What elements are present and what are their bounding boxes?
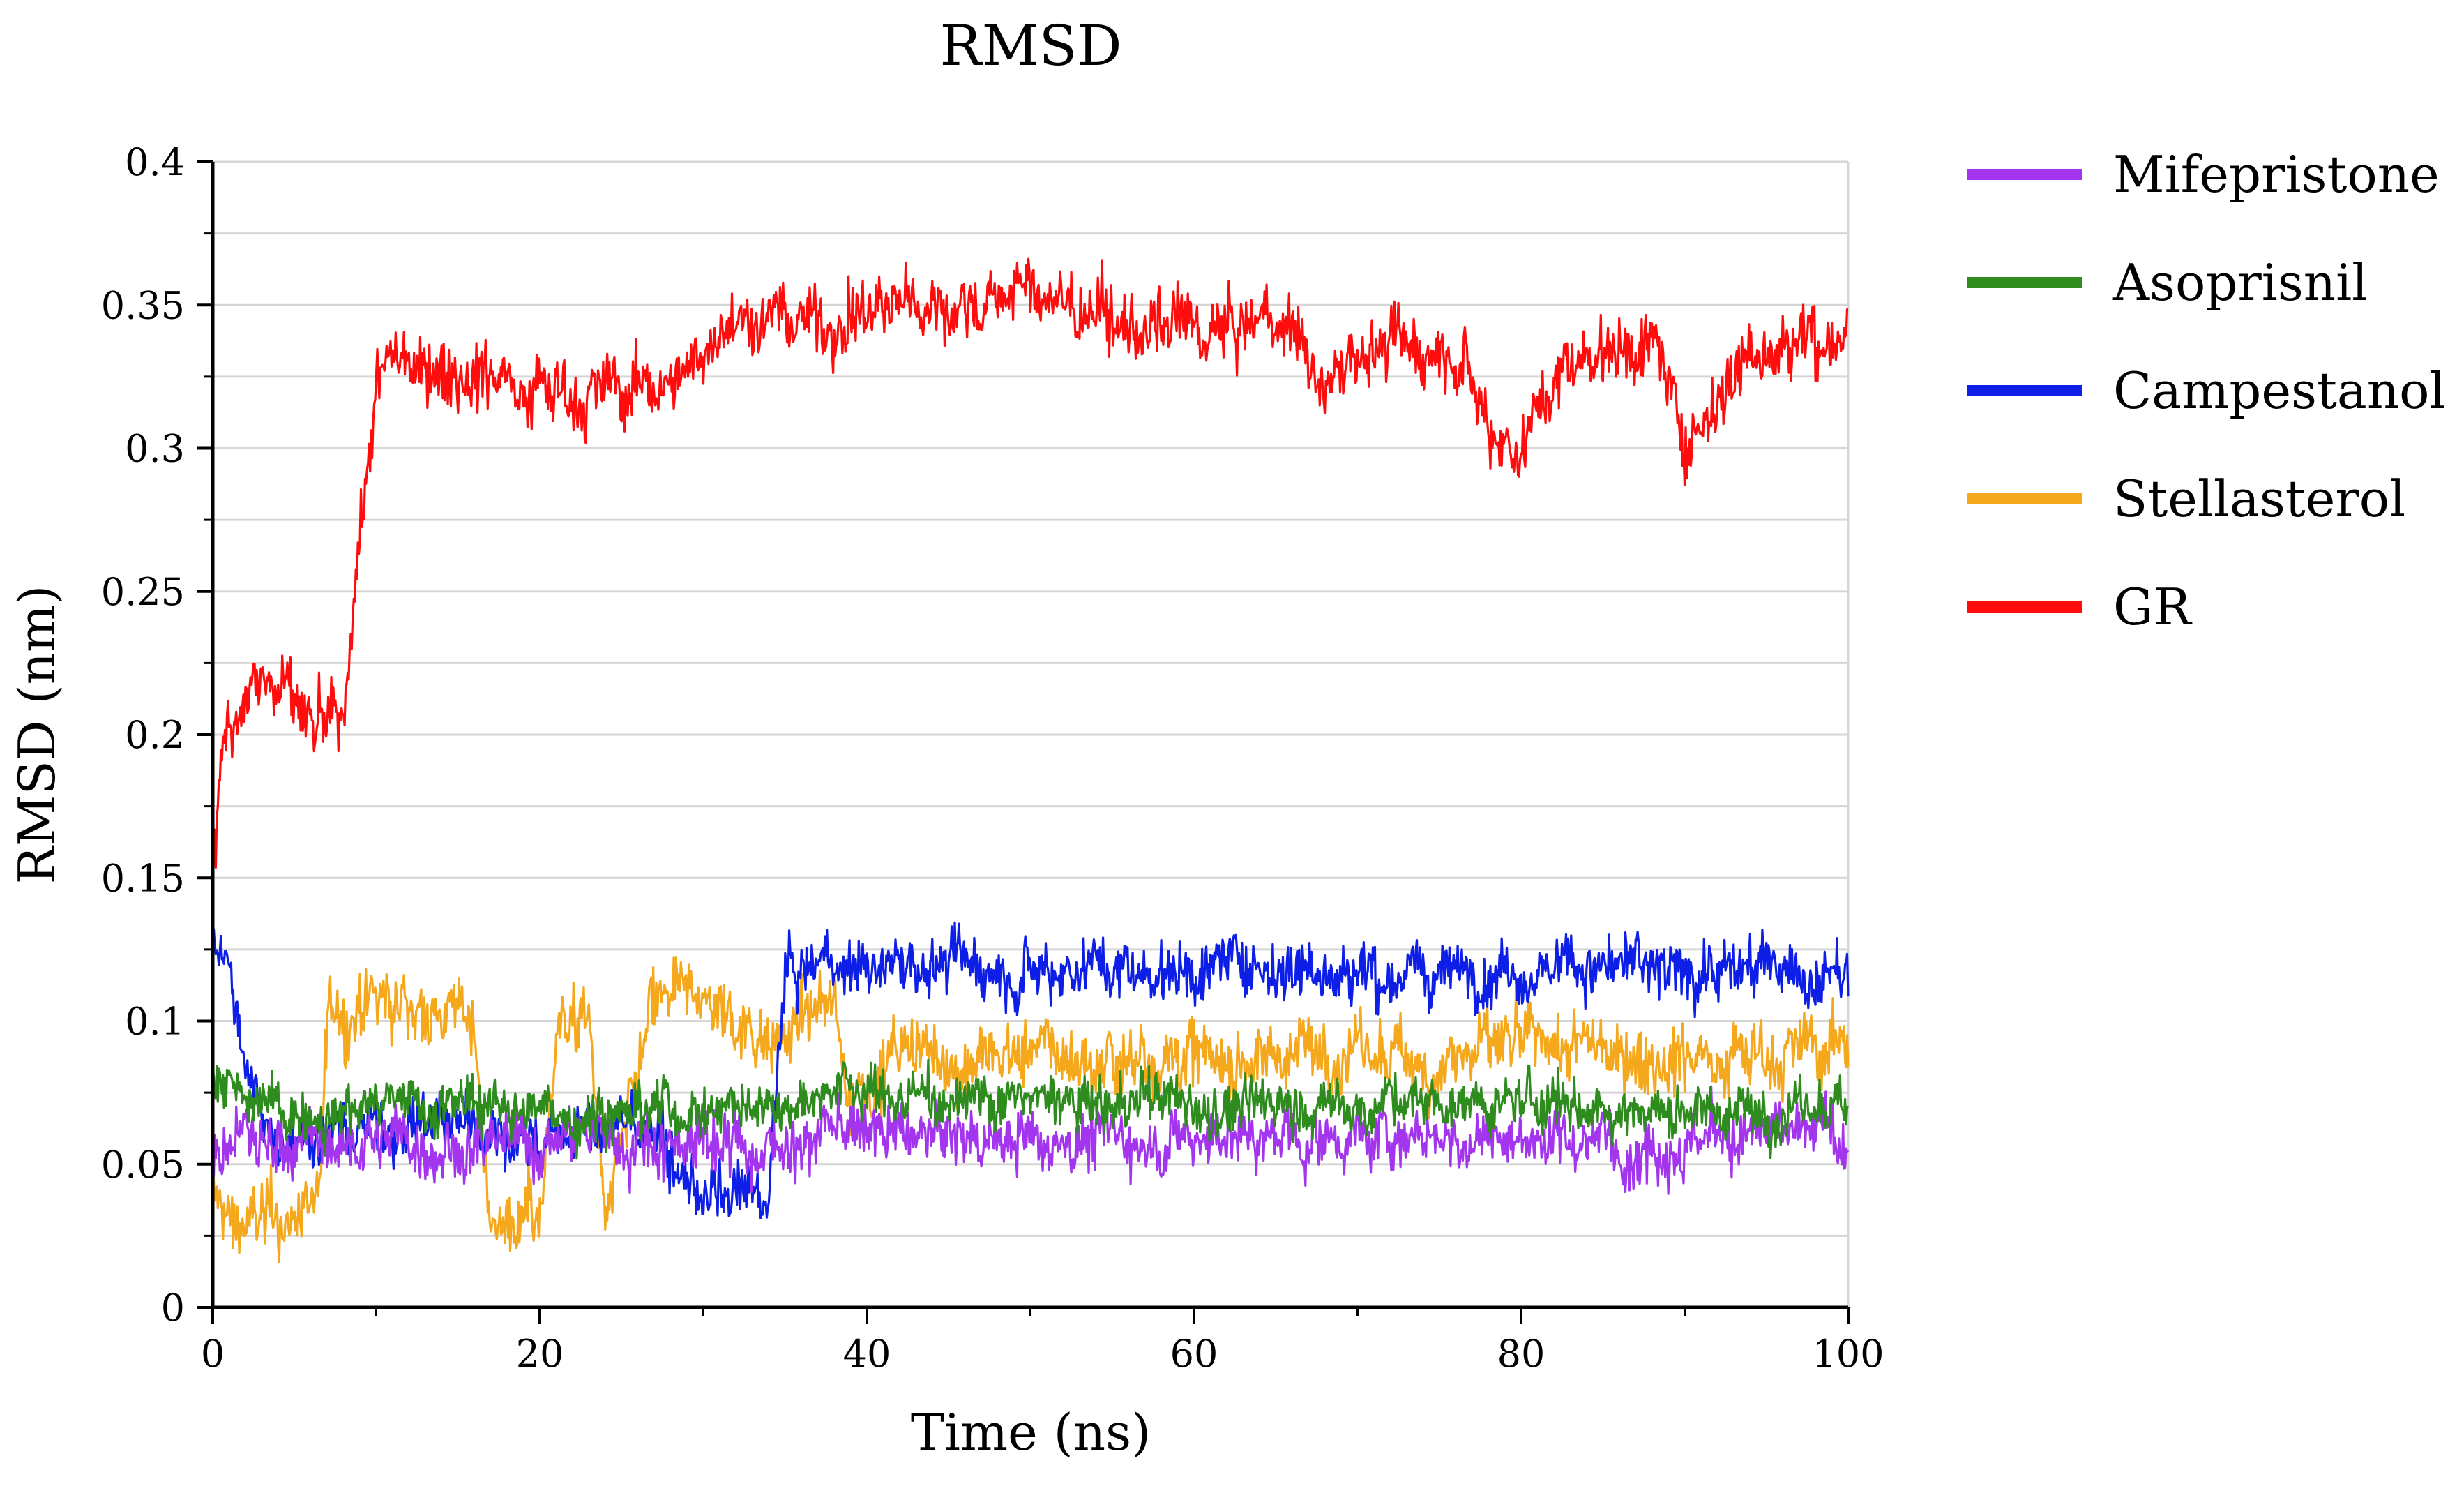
x-tick-label: 100: [1812, 1332, 1884, 1376]
y-tick-label: 0.05: [101, 1143, 185, 1187]
x-tick-label: 80: [1497, 1332, 1545, 1376]
y-tick-label: 0.25: [101, 570, 185, 614]
y-tick-label: 0.4: [125, 140, 185, 184]
x-tick-label: 20: [516, 1332, 564, 1376]
x-tick-label: 0: [201, 1332, 225, 1376]
y-axis-label: RMSD (nm): [8, 585, 66, 885]
legend-label-stellasterol: Stellasterol: [2113, 470, 2405, 528]
legend-label-asoprisnil: Asoprisnil: [2112, 253, 2368, 312]
series-lines: [211, 257, 1850, 1263]
legend-label-campestanol: Campestanol: [2113, 361, 2446, 420]
series-line-mifepristone: [211, 1085, 1850, 1195]
ticks: 0 0.05 0.1 0.15 0.2 0.25 0.3 0.35 0.4 0 20 40 60 80 10…: [101, 140, 1884, 1376]
x-axis-label: Time (ns): [911, 1403, 1151, 1462]
x-tick-label: 60: [1170, 1332, 1218, 1376]
x-tick-label: 40: [843, 1332, 891, 1376]
chart-title: RMSD: [939, 13, 1121, 78]
y-tick-label: 0.3: [125, 427, 185, 471]
y-tick-label: 0.2: [125, 713, 185, 757]
series-line-asoprisnil: [211, 1058, 1849, 1160]
series-line-gr: [211, 257, 1849, 883]
y-tick-label: 0.15: [101, 856, 185, 900]
y-tick-label: 0.1: [125, 1000, 185, 1044]
legend-label-gr: GR: [2113, 578, 2193, 636]
legend: Mifepristone Asoprisnil Campestanol Stellas…: [1967, 145, 2446, 636]
y-tick-label: 0.35: [101, 283, 185, 327]
legend-label-mifepristone: Mifepristone: [2113, 145, 2440, 204]
y-tick-label: 0: [161, 1286, 185, 1330]
